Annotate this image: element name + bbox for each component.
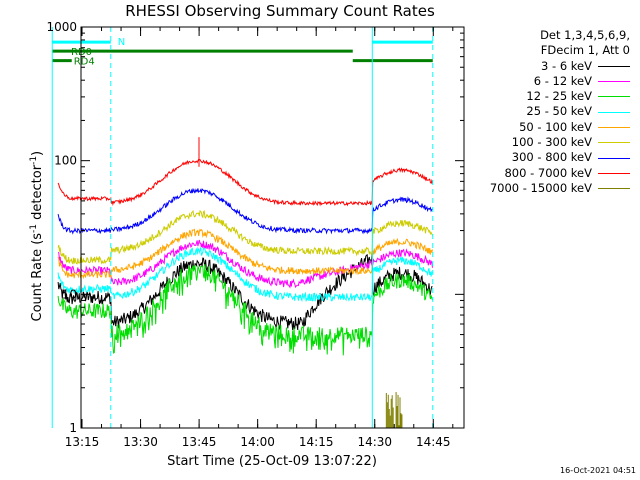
legend-entry-label: 3 - 6 keV bbox=[541, 58, 592, 73]
y-axis-label: Count Rate (s-1 detector-1) bbox=[29, 141, 45, 331]
series-line-3-6keV bbox=[57, 253, 433, 331]
legend-entry-swatch bbox=[598, 81, 630, 83]
legend-entry: 3 - 6 keV bbox=[490, 59, 630, 74]
chart-title: RHESSI Observing Summary Count Rates bbox=[125, 2, 435, 20]
y-tick-label: 10 bbox=[62, 287, 77, 301]
legend-entry: 300 - 800 keV bbox=[490, 150, 630, 165]
series-line-6-12keV bbox=[57, 239, 433, 289]
series-line-100-300keV bbox=[57, 209, 433, 265]
legend-header-line-1: Det 1,3,4,5,6,9, bbox=[540, 28, 630, 42]
axes: 1 10 100 1000 13:15 13:30 13:45 14:00 14:15 14:30… bbox=[46, 20, 465, 449]
y-tick-label: 100 bbox=[54, 154, 77, 168]
legend-entry-swatch bbox=[598, 172, 630, 174]
legend-entry-swatch bbox=[598, 188, 630, 190]
series-group bbox=[57, 137, 433, 428]
x-tick-label: 14:30 bbox=[357, 435, 392, 449]
night-boundaries bbox=[51, 27, 434, 428]
series-line-12-25keV bbox=[57, 263, 433, 356]
legend-entries: 3 - 6 keV 6 - 12 keV 12 - 25 keV 25 - 50 ke… bbox=[490, 59, 630, 197]
legend-header-line-2: FDecim 1, Att 0 bbox=[540, 43, 630, 58]
legend-entry-swatch bbox=[598, 96, 630, 98]
x-tick-label: 14:45 bbox=[416, 435, 451, 449]
legend-entry-label: 100 - 300 keV bbox=[511, 135, 592, 150]
legend-entry-swatch bbox=[598, 126, 630, 128]
x-tick-label: 13:45 bbox=[182, 435, 217, 449]
legend-entry: 100 - 300 keV bbox=[490, 135, 630, 150]
flag-label-rd0: RD0 bbox=[71, 47, 92, 58]
x-tick-label: 13:15 bbox=[65, 435, 100, 449]
x-tick-label: 13:30 bbox=[123, 435, 158, 449]
y-tick-label: 1000 bbox=[46, 20, 77, 34]
legend-entry-swatch bbox=[598, 65, 630, 67]
series-line-300-800keV bbox=[57, 188, 433, 235]
x-tick-label: 14:00 bbox=[240, 435, 275, 449]
flag-label-n: N bbox=[118, 37, 125, 48]
legend-entry-label: 800 - 7000 keV bbox=[504, 165, 592, 180]
series-line-50-100keV bbox=[57, 228, 433, 280]
x-tick-label: 14:15 bbox=[299, 435, 334, 449]
legend-entry: 12 - 25 keV bbox=[490, 89, 630, 104]
legend-entry-swatch bbox=[598, 142, 630, 144]
ylabel-main: Count Rate (s bbox=[30, 232, 46, 322]
legend-entry-swatch bbox=[598, 111, 630, 113]
legend-entry: 7000 - 15000 keV bbox=[490, 181, 630, 196]
legend-entry: 25 - 50 keV bbox=[490, 104, 630, 119]
legend-entry-label: 12 - 25 keV bbox=[526, 89, 592, 104]
ylabel-end: ) bbox=[30, 150, 46, 156]
legend-entry-label: 25 - 50 keV bbox=[526, 104, 592, 119]
series-line-25-50keV bbox=[57, 246, 433, 303]
legend-entry-label: 7000 - 15000 keV bbox=[489, 180, 592, 195]
legend-entry-label: 6 - 12 keV bbox=[533, 73, 592, 88]
footer-timestamp: 16-Oct-2021 04:51 bbox=[560, 466, 636, 475]
legend-entry: 6 - 12 keV bbox=[490, 74, 630, 89]
y-tick-label: 1 bbox=[69, 421, 77, 435]
legend-entry: 800 - 7000 keV bbox=[490, 166, 630, 181]
ylabel-sup1: -1 bbox=[28, 223, 39, 233]
legend-entry: 50 - 100 keV bbox=[490, 120, 630, 135]
legend-entry-swatch bbox=[598, 157, 630, 159]
legend-entry-label: 50 - 100 keV bbox=[519, 119, 592, 134]
legend-entry-label: 300 - 800 keV bbox=[511, 150, 592, 165]
flag-label-rd4: RD4 bbox=[74, 57, 95, 68]
legend: Det 1,3,4,5,6,9, FDecim 1, Att 0 3 - 6 k… bbox=[490, 28, 630, 196]
plot-frame bbox=[80, 26, 465, 429]
ylabel-sup2: -1 bbox=[28, 155, 39, 165]
x-axis-label: Start Time (25-Oct-09 13:07:22) bbox=[167, 454, 377, 469]
ylabel-mid: detector bbox=[30, 164, 46, 224]
series-line-800-7000keV bbox=[57, 158, 433, 207]
